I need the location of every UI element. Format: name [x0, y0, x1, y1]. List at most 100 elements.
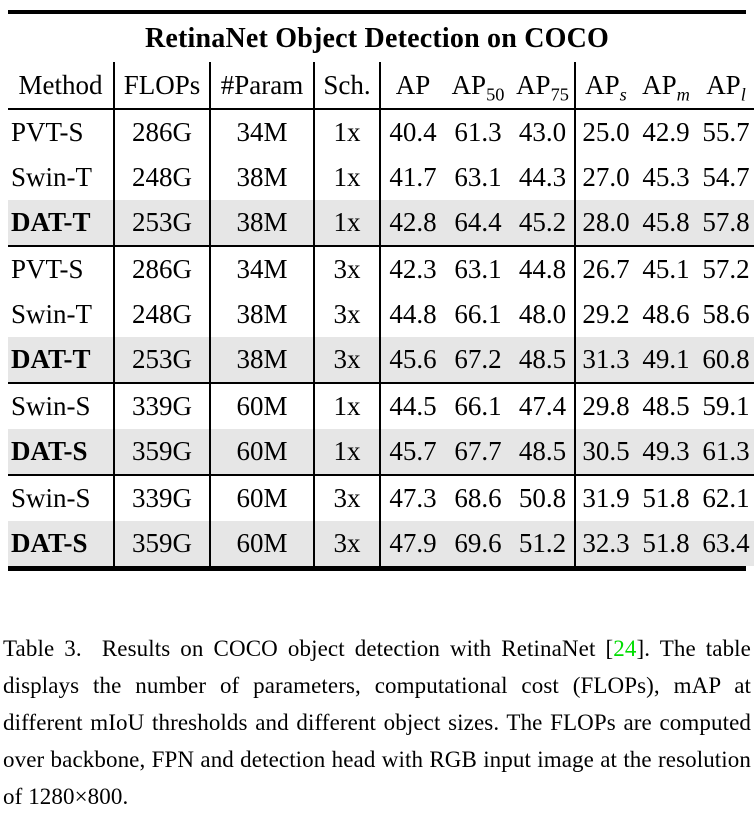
citation-bracket-close: ].: [636, 636, 651, 661]
table-row: PVT-S 286G 34M 3x 42.3 63.1 44.8 26.7 45…: [8, 245, 754, 292]
cell-ap75: 43.0: [511, 109, 576, 155]
cell-ap75: 51.2: [511, 521, 576, 566]
cell-ap50: 63.1: [445, 245, 511, 292]
cell-aps: 29.2: [582, 299, 630, 329]
table-row: PVT-S 286G 34M 1x 40.4 61.3 43.0 25.0 42…: [8, 109, 754, 155]
cell-aps: 27.0: [582, 162, 630, 192]
cell-apm: 49.1: [636, 337, 696, 383]
cell-apl: 63.4: [696, 521, 754, 566]
cell-sched: 1x: [314, 382, 381, 429]
cell-ap: 40.4: [389, 117, 437, 147]
cell-sched: 1x: [314, 109, 381, 155]
citation-24[interactable]: 24: [613, 636, 637, 661]
ap50-subscript: 50: [486, 83, 505, 104]
caption-body: The table displays the number of paramet…: [3, 636, 751, 809]
cell-flops: 339G: [114, 474, 211, 521]
cell-sched: 1x: [314, 155, 381, 200]
cell-method: Swin-T: [8, 155, 115, 200]
cell-sched: 1x: [314, 200, 381, 246]
cell-apm: 45.3: [642, 162, 690, 192]
cell-method: Swin-T: [8, 292, 115, 337]
cell-apl: 57.8: [696, 200, 754, 246]
cell-ap75: 48.5: [511, 337, 576, 383]
cell-apl: 60.8: [696, 337, 754, 383]
cell-aps: 26.7: [575, 245, 636, 292]
cell-ap: 45.6: [380, 337, 445, 383]
caption-sentence: Results on COCO object detection with Re…: [81, 636, 606, 661]
cell-apl: 57.2: [696, 245, 754, 292]
cell-flops: 253G: [114, 200, 211, 246]
cell-method: PVT-S: [8, 245, 115, 292]
cell-ap: 44.8: [389, 299, 437, 329]
cell-flops: 286G: [114, 109, 211, 155]
cell-param: 38M: [210, 155, 315, 200]
col-header-aps: APs: [575, 62, 636, 110]
cell-aps: 31.9: [575, 474, 636, 521]
cell-apl: 59.1: [696, 382, 754, 429]
cell-flops: 286G: [114, 245, 211, 292]
cell-param: 38M: [210, 292, 315, 337]
cell-param: 60M: [210, 429, 315, 475]
cell-param: 60M: [210, 521, 315, 566]
cell-aps: 28.0: [575, 200, 636, 246]
cell-ap: 44.5: [380, 382, 445, 429]
cell-ap: 47.9: [380, 521, 445, 566]
table-row-highlighted: DAT-T 253G 38M 1x 42.8 64.4 45.2 28.0 45…: [8, 200, 754, 246]
cell-ap50: 68.6: [445, 474, 511, 521]
cell-flops: 248G: [114, 155, 211, 200]
table-row-highlighted: DAT-T 253G 38M 3x 45.6 67.2 48.5 31.3 49…: [8, 337, 754, 383]
apm-base: AP: [642, 69, 677, 100]
caption-label: Table 3.: [3, 636, 82, 661]
cell-sched: 3x: [314, 474, 381, 521]
cell-ap: 45.7: [380, 429, 445, 475]
cell-flops: 248G: [114, 292, 211, 337]
apl-subscript: l: [740, 83, 746, 104]
cell-apm: 45.8: [636, 200, 696, 246]
cell-ap50: 64.4: [445, 200, 511, 246]
cell-sched: 3x: [314, 337, 381, 383]
ap50-base: AP: [451, 69, 487, 100]
cell-ap: 47.3: [380, 474, 445, 521]
cell-apm: 49.3: [636, 429, 696, 475]
cell-param: 34M: [210, 245, 315, 292]
cell-ap75: 44.8: [511, 245, 576, 292]
aps-base: AP: [585, 69, 620, 100]
table-row-highlighted: DAT-S 359G 60M 1x 45.7 67.7 48.5 30.5 49…: [8, 429, 754, 475]
cell-ap75: 45.2: [511, 200, 576, 246]
table-row: Swin-S 339G 60M 3x 47.3 68.6 50.8 31.9 5…: [8, 474, 754, 521]
cell-ap: 42.8: [380, 200, 445, 246]
cell-ap75: 48.0: [511, 292, 576, 337]
cell-ap75: 50.8: [511, 474, 576, 521]
cell-ap75: 48.5: [511, 429, 576, 475]
table-row: Swin-T 248G 38M 3x 44.8 66.1 48.0 29.2 4…: [8, 292, 754, 337]
citation-bracket-open: [: [605, 636, 614, 661]
cell-ap75: 47.4: [511, 382, 576, 429]
cell-sched: 3x: [314, 521, 381, 566]
cell-method: PVT-S: [8, 109, 115, 155]
results-table-container: RetinaNet Object Detection on COCO Metho…: [8, 10, 754, 571]
cell-ap50: 63.1: [454, 162, 502, 192]
col-header-param: #Param: [210, 62, 315, 110]
cell-ap50: 66.1: [445, 382, 511, 429]
cell-ap50: 69.6: [445, 521, 511, 566]
table-row-highlighted: DAT-S 359G 60M 3x 47.9 69.6 51.2 32.3 51…: [8, 521, 754, 566]
cell-param: 38M: [210, 200, 315, 246]
ap75-base: AP: [516, 69, 551, 100]
table-row: Swin-T 248G 38M 1x 41.7 63.1 44.3 27.0 4…: [8, 155, 754, 200]
cell-flops: 339G: [114, 382, 211, 429]
cell-apm: 51.8: [636, 474, 696, 521]
cell-param: 34M: [210, 109, 315, 155]
cell-aps: 30.5: [575, 429, 636, 475]
cell-sched: 1x: [314, 429, 381, 475]
cell-param: 38M: [210, 337, 315, 383]
cell-apl: 55.7: [702, 117, 750, 147]
apm-subscript: m: [676, 83, 690, 104]
cell-ap50: 67.7: [445, 429, 511, 475]
col-header-sched: Sch.: [314, 62, 381, 110]
col-header-ap75: AP75: [511, 62, 576, 110]
col-header-ap50: AP50: [445, 62, 511, 110]
aps-subscript: s: [619, 83, 627, 104]
cell-method: Swin-S: [8, 382, 115, 429]
cell-apm: 42.9: [642, 117, 690, 147]
cell-sched: 3x: [314, 245, 381, 292]
